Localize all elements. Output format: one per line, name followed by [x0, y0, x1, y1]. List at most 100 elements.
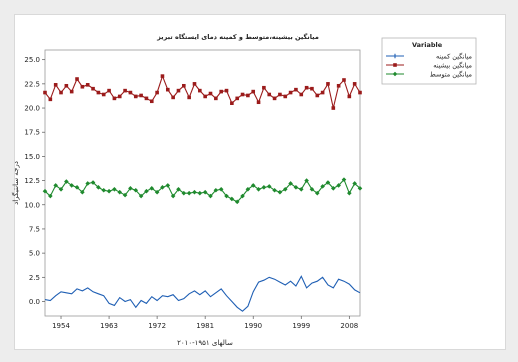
y-tick-label: 17.5 — [24, 129, 40, 137]
data-point — [128, 90, 133, 95]
y-tick-label: 5.0 — [29, 250, 40, 258]
data-point — [96, 90, 101, 95]
data-point — [320, 184, 325, 189]
data-point — [208, 91, 213, 96]
data-point — [149, 186, 155, 191]
data-point — [181, 190, 187, 196]
data-point — [214, 96, 218, 101]
data-point — [358, 90, 362, 95]
legend-label: میانگین کمینه — [436, 52, 472, 60]
data-point — [294, 87, 298, 92]
data-point — [101, 187, 107, 193]
data-point — [176, 88, 181, 93]
data-point — [106, 188, 112, 194]
data-point — [182, 83, 186, 88]
data-point — [219, 89, 223, 94]
data-point — [133, 94, 138, 99]
data-point — [144, 96, 149, 101]
x-tick-label: 1990 — [244, 322, 262, 330]
data-point — [69, 89, 74, 94]
data-point — [85, 181, 91, 186]
data-point — [251, 89, 256, 94]
data-point — [347, 190, 352, 196]
data-point — [310, 86, 314, 91]
data-point — [314, 190, 320, 196]
data-point — [315, 93, 320, 98]
data-point — [326, 82, 330, 86]
x-tick-label: 1981 — [196, 322, 214, 330]
data-point — [282, 186, 288, 192]
data-point — [155, 90, 159, 95]
data-point — [154, 189, 160, 195]
data-point — [192, 82, 197, 86]
data-point — [262, 85, 266, 90]
data-point — [325, 180, 331, 185]
data-point — [266, 184, 272, 189]
data-point — [186, 190, 192, 196]
data-point — [352, 82, 357, 86]
y-tick-label: 12.5 — [24, 177, 40, 185]
data-point — [176, 186, 181, 192]
data-point — [283, 94, 288, 99]
legend-box — [381, 37, 477, 85]
data-point — [69, 183, 74, 188]
data-point — [48, 97, 53, 102]
data-point — [170, 193, 176, 199]
data-point — [342, 78, 346, 82]
legend-marker — [392, 53, 398, 59]
data-point — [53, 183, 58, 188]
data-point — [256, 186, 261, 192]
data-point — [309, 186, 315, 192]
data-point — [293, 185, 299, 190]
data-point — [347, 94, 352, 99]
data-point — [203, 94, 207, 99]
data-point — [80, 189, 85, 195]
data-point — [59, 90, 63, 95]
data-point — [144, 188, 149, 194]
data-point — [298, 186, 304, 192]
series-line-0 — [44, 275, 361, 312]
data-point — [336, 83, 341, 88]
data-point — [165, 183, 171, 188]
data-point — [74, 185, 80, 190]
data-point — [224, 88, 229, 93]
data-point — [160, 185, 165, 190]
data-point — [64, 179, 69, 184]
data-point — [256, 100, 261, 105]
data-point — [304, 85, 309, 90]
y-tick-label: 10.0 — [24, 201, 40, 209]
y-tick-label: 20.0 — [24, 105, 40, 113]
data-point — [240, 193, 245, 199]
data-point — [272, 187, 277, 193]
data-point — [75, 77, 79, 81]
data-point — [202, 189, 208, 195]
data-point — [85, 83, 90, 87]
data-point — [230, 101, 234, 105]
data-point — [234, 199, 240, 205]
data-point — [107, 88, 111, 93]
legend-marker — [393, 63, 397, 67]
data-point — [235, 96, 240, 101]
data-point — [357, 186, 363, 191]
data-point — [48, 193, 53, 199]
data-point — [250, 183, 256, 188]
x-axis: 1954 1963 1972 1981 1990 1999 2008 — [52, 316, 358, 330]
data-point — [133, 187, 139, 193]
x-tick-label: 1954 — [52, 322, 70, 330]
data-point — [288, 90, 293, 95]
legend-label: میانگین بیشینه — [433, 61, 472, 69]
data-point — [160, 74, 165, 78]
data-point — [224, 193, 229, 199]
legend-label: میانگین متوسط — [430, 70, 472, 78]
data-point — [278, 92, 282, 97]
data-point — [336, 183, 341, 188]
data-point — [246, 93, 250, 98]
x-tick-label: 1972 — [148, 322, 166, 330]
data-point — [192, 189, 197, 195]
data-point — [80, 84, 85, 89]
data-point — [198, 88, 202, 93]
data-point — [267, 92, 272, 97]
data-point — [197, 190, 203, 196]
